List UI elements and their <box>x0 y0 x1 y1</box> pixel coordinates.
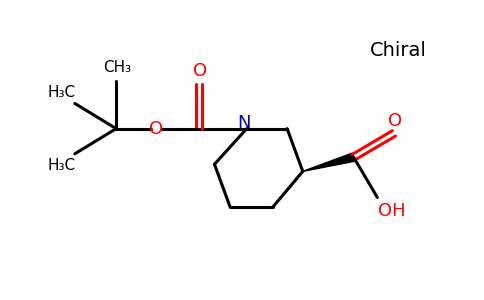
Text: O: O <box>193 62 207 80</box>
Text: CH₃: CH₃ <box>103 60 131 75</box>
Text: O: O <box>150 120 164 138</box>
Text: O: O <box>388 112 402 130</box>
Text: H₃C: H₃C <box>47 158 76 173</box>
Text: N: N <box>238 114 251 132</box>
Text: Chiral: Chiral <box>370 41 427 60</box>
Polygon shape <box>303 153 355 171</box>
Text: H₃C: H₃C <box>47 85 76 100</box>
Text: OH: OH <box>378 202 406 220</box>
